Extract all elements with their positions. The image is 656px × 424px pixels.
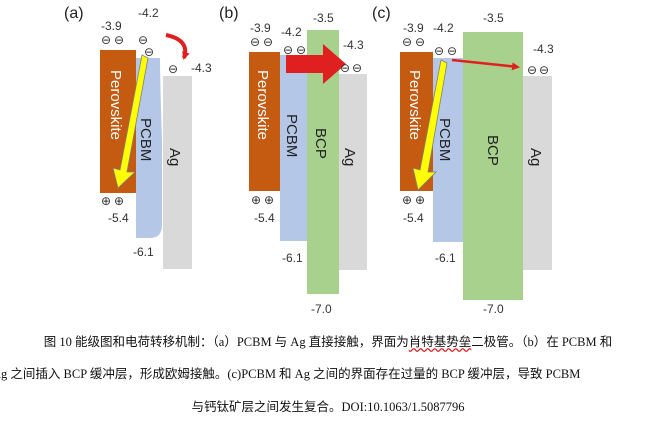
panel-a-perovskite-top-value: -3.9	[101, 19, 122, 33]
panel-b-electron-5: ⊖	[340, 61, 350, 75]
panel-c-yellow-arrow	[412, 59, 448, 191]
caption-line-1-schottky: 肖特基势垒	[408, 335, 472, 349]
panel-b-hole-1: ⊕	[251, 193, 261, 207]
panel-b-ag-block	[339, 74, 367, 270]
panel-c-pcbm-label: PCBM	[436, 118, 453, 161]
panel-c-pcbm-top-value: -4.2	[433, 21, 454, 35]
figure-caption-line-3: 与钙钛矿层之间发生复合。DOI:10.1063/1.5087796	[191, 400, 465, 414]
panel-c-electron-3: ⊖	[434, 44, 444, 58]
panel-a-ag-label: Ag	[166, 148, 183, 166]
panel-a: (a) Perovskite PCBM Ag -3.9 -4.2 -4.3 -5…	[64, 5, 212, 269]
panel-c-red-arrow	[451, 58, 520, 71]
panel-b-perovskite-bottom-value: -5.4	[254, 211, 275, 225]
caption-line-1-part-a: 图 10 能级图和电荷转移机制：（a）PCBM 与 Ag 直接接触，界面为	[43, 335, 409, 349]
caption-line-1-part-c: 二极管。（b）在 PCBM 和	[471, 335, 613, 349]
panel-a-perovskite-label: Perovskite	[107, 70, 124, 140]
panel-b-electron-1: ⊖	[250, 35, 260, 49]
panel-c-ag-value: -4.3	[533, 42, 554, 56]
panel-a-pcbm-bottom-value: -6.1	[133, 245, 154, 259]
panel-c-hole-2: ⊕	[415, 193, 425, 207]
panel-c-electron-6: ⊖	[539, 63, 549, 77]
panel-c-electron-5: ⊖	[527, 63, 537, 77]
figure-caption-line-1: 图 10 能级图和电荷转移机制：（a）PCBM 与 Ag 直接接触，界面为肖特基…	[0, 331, 656, 350]
panel-b-pcbm-bottom-value: -6.1	[282, 251, 303, 265]
panel-c-pcbm-bottom-value: -6.1	[435, 251, 456, 265]
panel-b-electron-3: ⊖	[283, 43, 293, 57]
panel-c-bcp-block	[463, 32, 523, 300]
panel-c-label: (c)	[372, 5, 391, 22]
panel-c-electron-4: ⊖	[447, 44, 457, 58]
panel-b-bcp-top-value: -3.5	[313, 11, 334, 25]
panel-c-electron-1: ⊖	[402, 35, 412, 49]
panel-b-ag-value: -4.3	[343, 38, 364, 52]
panel-a-label: (a)	[64, 5, 84, 22]
panel-a-electron-4: ⊖	[144, 45, 154, 59]
panel-c-ag-block	[523, 76, 552, 270]
panel-a-ag-block	[163, 76, 192, 269]
panel-c: (c) Perovskite PCBM BCP Ag -3.9 -4.2 -3.…	[372, 5, 554, 316]
energy-level-diagram: (a) Perovskite PCBM Ag -3.9 -4.2 -4.3 -5…	[64, 5, 554, 316]
panel-b: (b) Perovskite PCBM BCP Ag -3.9 -4.2 -3.…	[219, 5, 367, 316]
panel-c-hole-1: ⊕	[402, 193, 412, 207]
panel-c-perovskite-bottom-value: -5.4	[403, 211, 424, 225]
panel-a-electron-1: ⊖	[101, 33, 111, 47]
panel-b-pcbm-label: PCBM	[283, 114, 300, 157]
panel-a-electron-3: ⊖	[138, 33, 148, 47]
panel-a-pcbm-top-value: -4.2	[138, 6, 159, 20]
panel-b-pcbm-block	[280, 55, 310, 241]
panel-b-bcp-label: BCP	[312, 128, 329, 159]
panel-a-perovskite-bottom-value: -5.4	[108, 211, 129, 225]
panel-c-bcp-top-value: -3.5	[483, 11, 504, 25]
panel-b-electron-4: ⊖	[296, 43, 306, 57]
panel-a-hole-2: ⊕	[114, 194, 124, 208]
panel-a-pcbm-label: PCBM	[137, 118, 154, 161]
panel-a-pcbm-block	[136, 58, 162, 238]
figure-caption-line-2: Ag 之间插入 BCP 缓冲层，形成欧姆接触。(c)PCBM 和 Ag 之间的界…	[0, 367, 581, 381]
panel-b-pcbm-top-value: -4.2	[281, 25, 302, 39]
panel-b-ag-label: Ag	[341, 148, 358, 166]
panel-b-electron-2: ⊖	[263, 35, 273, 49]
panel-b-electron-6: ⊖	[352, 61, 362, 75]
panel-a-ag-value: -4.3	[191, 61, 212, 75]
panel-c-ag-label: Ag	[527, 148, 544, 166]
panel-b-hole-2: ⊕	[264, 193, 274, 207]
panel-c-electron-2: ⊖	[415, 35, 425, 49]
panel-a-red-curved-arrow	[165, 33, 190, 60]
panel-b-red-arrow	[286, 44, 346, 84]
panel-b-perovskite-top-value: -3.9	[250, 21, 271, 35]
panel-a-electron-5: ⊖	[168, 62, 178, 76]
panel-c-bcp-label: BCP	[484, 135, 501, 166]
panel-b-perovskite-block	[249, 52, 280, 191]
panel-b-label: (b)	[219, 5, 239, 22]
panel-a-yellow-arrow	[112, 54, 149, 189]
panel-a-electron-2: ⊖	[114, 33, 124, 47]
panel-a-hole-1: ⊕	[101, 194, 111, 208]
panel-c-perovskite-top-value: -3.9	[403, 21, 424, 35]
panel-b-perovskite-label: Perovskite	[254, 70, 271, 140]
panel-b-bcp-bottom-value: -7.0	[311, 302, 332, 316]
panel-c-bcp-bottom-value: -7.0	[483, 302, 504, 316]
panel-c-perovskite-label: Perovskite	[406, 70, 423, 140]
